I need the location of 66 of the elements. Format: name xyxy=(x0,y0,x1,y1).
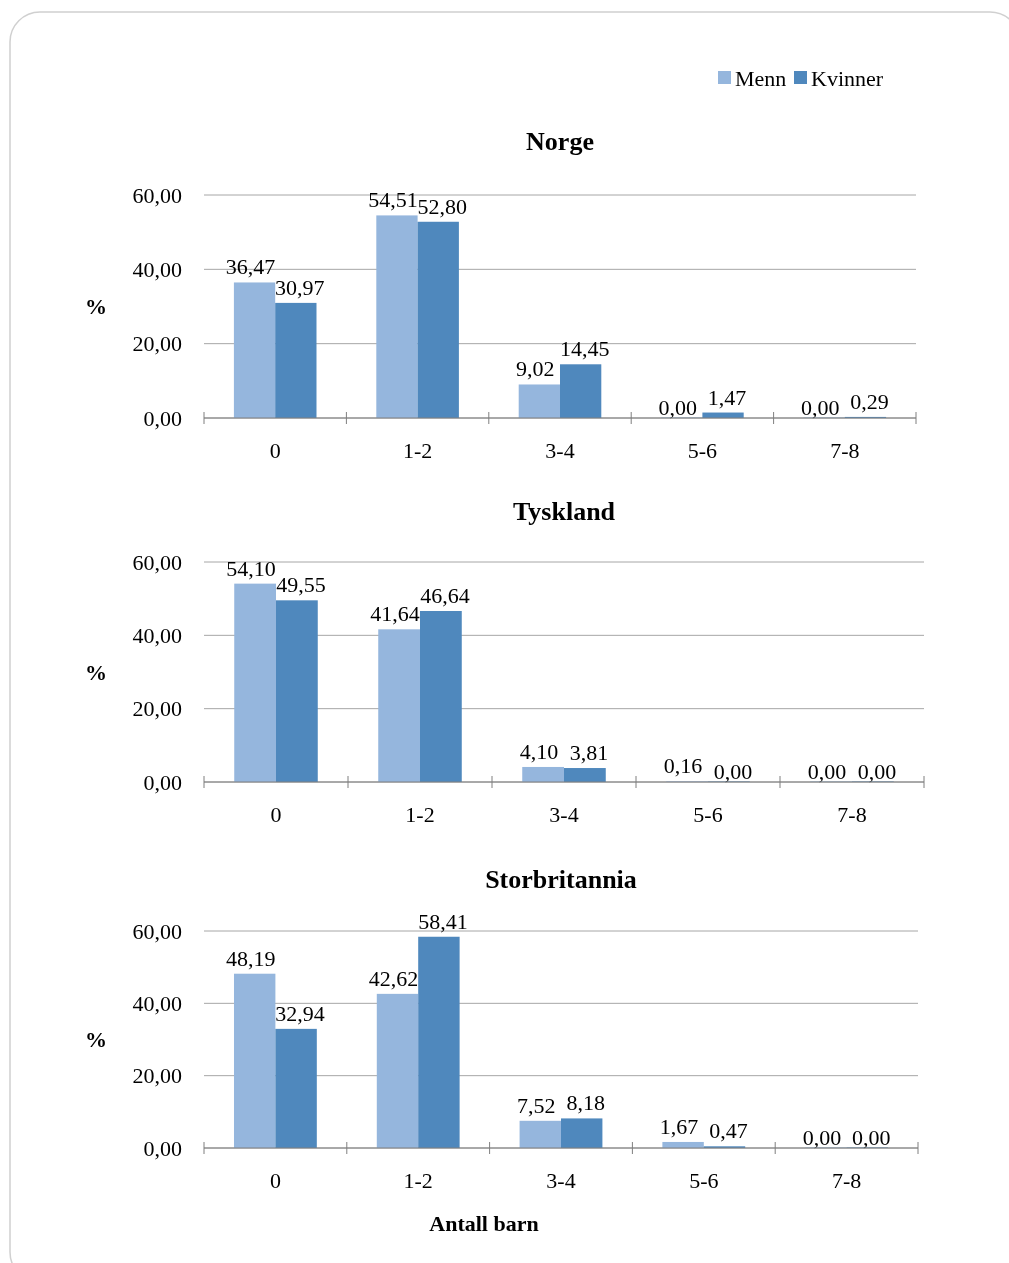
data-label: 32,94 xyxy=(275,1000,325,1026)
data-label: 0,00 xyxy=(857,759,897,784)
data-label: 0,00 xyxy=(658,395,697,420)
y-tick-label: 60,00 xyxy=(132,918,182,944)
data-label: 0,00 xyxy=(807,759,847,784)
x-tick-label: 3-4 xyxy=(545,438,575,463)
data-label: 0,00 xyxy=(852,1125,891,1150)
data-label: 0,00 xyxy=(713,759,753,784)
data-label: 52,80 xyxy=(417,193,467,219)
y-tick-label: 20,00 xyxy=(132,331,182,357)
data-label: 0,00 xyxy=(800,395,840,420)
y-tick-label: 40,00 xyxy=(132,623,182,649)
data-label: 4,10 xyxy=(519,738,559,764)
data-label: 8,18 xyxy=(566,1090,605,1116)
y-tick-label: 60,00 xyxy=(132,182,182,208)
legend-label: Menn xyxy=(735,65,787,91)
y-tick-label: 20,00 xyxy=(132,696,182,722)
y-axis-title: % xyxy=(85,1027,107,1053)
data-label: 36,47 xyxy=(225,254,276,280)
x-tick-label: 1-2 xyxy=(405,802,435,827)
x-tick-label: 3-4 xyxy=(546,1168,576,1193)
x-tick-label: 5-6 xyxy=(693,802,723,827)
x-tick-label: 0 xyxy=(269,1168,281,1193)
data-label: 41,64 xyxy=(370,601,420,627)
data-label: 3,81 xyxy=(569,740,609,766)
data-label: 1,47 xyxy=(707,384,747,410)
data-label: 54,10 xyxy=(226,555,276,581)
x-tick-label: 7-8 xyxy=(830,438,860,463)
x-axis-title: Antall barn xyxy=(429,1211,539,1236)
chart-title: Norge xyxy=(526,127,594,156)
data-label: 54,51 xyxy=(368,187,418,213)
data-label: 30,97 xyxy=(275,274,325,300)
chart-title: Storbritannia xyxy=(485,865,637,894)
data-label: 48,19 xyxy=(225,945,276,971)
y-tick-label: 0,00 xyxy=(143,769,182,795)
data-label: 46,64 xyxy=(420,582,470,608)
x-tick-label: 7-8 xyxy=(837,802,867,827)
x-tick-label: 0 xyxy=(270,802,282,827)
data-label: 58,41 xyxy=(418,908,468,934)
x-tick-label: 7-8 xyxy=(831,1168,862,1193)
x-tick-label: 1-2 xyxy=(403,1168,433,1193)
data-label: 7,52 xyxy=(517,1092,556,1118)
data-label: 9,02 xyxy=(516,356,555,382)
x-tick-label: 0 xyxy=(269,438,281,463)
x-tick-label: 5-6 xyxy=(689,1168,719,1193)
chart-title: Tyskland xyxy=(512,497,616,526)
y-tick-label: 0,00 xyxy=(143,405,182,431)
y-tick-label: 40,00 xyxy=(132,257,182,283)
data-label: 14,45 xyxy=(559,336,610,362)
y-tick-label: 0,00 xyxy=(143,1135,182,1161)
y-tick-label: 60,00 xyxy=(132,549,182,575)
legend-label: Kvinner xyxy=(811,65,884,91)
y-tick-label: 20,00 xyxy=(132,1063,182,1089)
x-tick-label: 3-4 xyxy=(549,802,579,827)
x-tick-label: 5-6 xyxy=(687,438,718,463)
data-label: 0,16 xyxy=(663,753,703,779)
y-axis-title: % xyxy=(85,659,107,685)
data-label: 49,55 xyxy=(276,572,326,598)
y-axis-title: % xyxy=(85,294,107,320)
data-label: 42,62 xyxy=(368,965,419,991)
y-tick-label: 40,00 xyxy=(132,991,182,1017)
data-label: 0,47 xyxy=(709,1118,748,1144)
data-label: 1,67 xyxy=(659,1113,699,1139)
x-tick-label: 1-2 xyxy=(402,438,433,463)
data-label: 0,29 xyxy=(850,388,889,414)
data-label: 0,00 xyxy=(802,1125,842,1150)
